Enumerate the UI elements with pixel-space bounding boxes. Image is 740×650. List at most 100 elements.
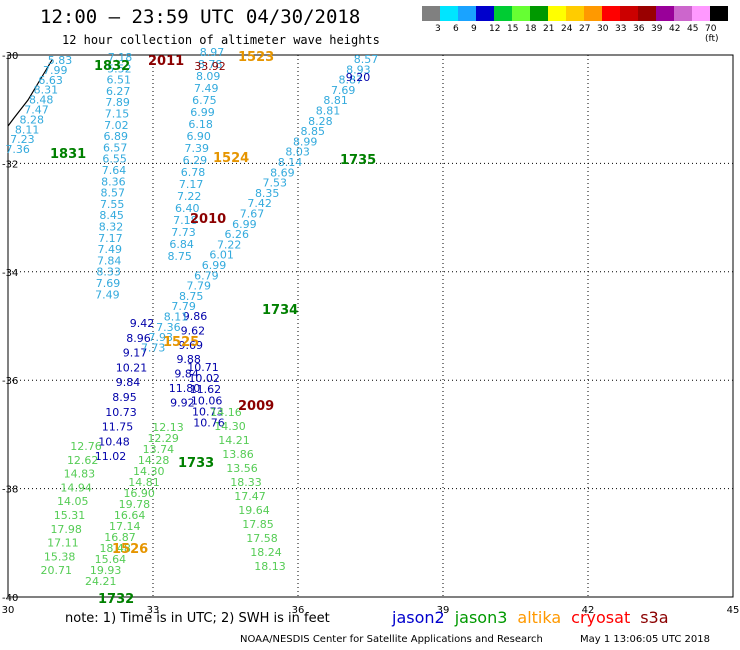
scale-swatch (512, 6, 530, 21)
wave-height-value: 8.31 (34, 84, 59, 97)
wave-height-value: 9.88 (176, 353, 201, 366)
scale-label: 39 (651, 24, 663, 34)
wave-height-value: 7.93 (149, 331, 174, 344)
wave-height-value: 7.22 (177, 190, 202, 203)
y-tick-label: -36 (2, 376, 18, 387)
wave-height-value: 10.76 (193, 417, 225, 430)
wave-height-value: 8.85 (301, 125, 326, 138)
wave-height-value: 9.84 (174, 368, 199, 381)
wave-height-value: 6.84 (169, 238, 194, 251)
wave-height-value: 6.63 (38, 74, 63, 87)
wave-height-value: 7.49 (95, 288, 120, 301)
wave-height-value: 17.98 (50, 523, 82, 536)
wave-height-value: 7.42 (247, 197, 272, 210)
wave-height-value: 17.47 (234, 490, 266, 503)
pass-time-label: 1523 (238, 50, 274, 65)
credit-line: NOAA/NESDIS Center for Satellite Applica… (240, 634, 543, 645)
satellite-label-altika: altika (517, 608, 562, 627)
wave-height-value: 8.48 (29, 94, 54, 107)
wave-height-value: 6.99 (202, 259, 227, 272)
map-frame (7, 54, 734, 598)
wave-height-value: 6.51 (107, 74, 132, 87)
wave-height-value: 8.33 (96, 266, 121, 279)
wave-height-value: 6.78 (181, 166, 206, 179)
scale-label: 3 (435, 24, 441, 34)
wave-height-value: 8.11 (15, 123, 40, 136)
wave-height-value: 12.62 (67, 454, 99, 467)
scale-swatch (566, 6, 584, 21)
scale-label: 18 (525, 24, 537, 34)
wave-height-value: 8.75 (167, 250, 192, 263)
x-tick-label: 30 (2, 605, 15, 616)
wave-height-value: 33.92 (194, 60, 226, 73)
wave-height-value: 18.48 (99, 542, 131, 555)
wave-height-value: 7.18 (108, 51, 133, 64)
wave-height-value: 6.29 (183, 154, 208, 167)
scale-label: 21 (543, 24, 555, 34)
scale-label: 9 (471, 24, 477, 34)
wave-height-value: 17.14 (109, 520, 141, 533)
wave-height-value: 16.64 (114, 509, 146, 522)
wave-height-value: 14.83 (64, 468, 96, 481)
x-tick-label: 42 (582, 605, 595, 616)
scale-swatch (710, 6, 728, 21)
scale-swatch (530, 6, 548, 21)
pass-time-label: 1831 (50, 147, 86, 162)
wave-height-value: 16.90 (123, 487, 155, 500)
wave-height-value: 7.17 (98, 232, 123, 245)
wave-height-value: 7.15 (105, 108, 130, 121)
wave-height-value: 9.62 (181, 324, 206, 337)
scale-swatch (620, 6, 638, 21)
wave-height-value: 6.75 (192, 94, 217, 107)
x-tick-label: 33 (147, 605, 160, 616)
wave-height-value: 8.99 (293, 135, 318, 148)
wave-height-value: 14.94 (60, 481, 92, 494)
wave-height-value: 8.97 (200, 46, 225, 59)
wave-height-value: 10.06 (191, 394, 223, 407)
generated-timestamp: May 1 13:06:05 UTC 2018 (580, 634, 710, 645)
wave-height-value: 6.89 (104, 130, 129, 143)
wave-height-value: 15.64 (95, 553, 127, 566)
scale-label: 15 (507, 24, 519, 34)
page-title: 12:00 – 23:59 UTC 04/30/2018 (40, 6, 361, 28)
pass-time-label: 2010 (190, 212, 226, 227)
scale-swatch (476, 6, 494, 21)
wave-height-value: 15.38 (44, 550, 76, 563)
scale-swatch (440, 6, 458, 21)
wave-height-value: 14.16 (210, 406, 242, 419)
wave-height-value: 7.84 (97, 254, 122, 267)
wave-height-value: 9.86 (183, 310, 208, 323)
wave-height-value: 7.79 (187, 280, 212, 293)
wave-height-value: 8.03 (285, 146, 310, 159)
wave-height-value: 13.56 (226, 462, 258, 475)
wave-height-value: 8.69 (270, 166, 295, 179)
satellite-label-s3a: s3a (640, 608, 669, 627)
wave-height-value: 8.96 (126, 332, 151, 345)
scale-swatch (638, 6, 656, 21)
wave-height-value: 7.73 (141, 341, 166, 354)
wave-height-value: 12.13 (152, 421, 184, 434)
y-tick-label: -32 (2, 159, 18, 170)
wave-height-value: 12.29 (147, 432, 179, 445)
wave-height-value: 10.73 (192, 405, 224, 418)
wave-height-value: 19.93 (90, 564, 122, 577)
scale-label: 42 (669, 24, 681, 34)
wave-height-value: 14.81 (128, 476, 160, 489)
pass-time-label: 1524 (213, 151, 249, 166)
satellite-legend: jason2 jason3 altika cryosat s3a (392, 608, 679, 627)
y-tick-label: -40 (2, 593, 18, 604)
wave-height-value: 10.71 (187, 361, 219, 374)
pass-time-label: 1734 (262, 303, 298, 318)
wave-height-value: 6.55 (102, 153, 127, 166)
wave-height-value: 7.22 (217, 238, 242, 251)
wave-height-value: 7.36 (156, 321, 181, 334)
wave-height-value: 8.81 (316, 105, 341, 118)
wave-height-value: 7.69 (331, 84, 356, 97)
pass-time-label: 1526 (112, 542, 148, 557)
wave-height-value: 20.71 (41, 564, 73, 577)
x-tick-label: 45 (727, 605, 740, 616)
wave-height-value: 9.92 (170, 396, 195, 409)
wave-height-value: 6.57 (103, 141, 128, 154)
wave-height-value: 15.31 (54, 509, 86, 522)
